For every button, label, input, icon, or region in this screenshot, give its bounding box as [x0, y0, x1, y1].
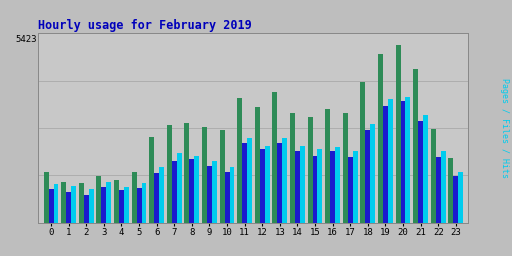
Bar: [436, 157, 441, 223]
Text: Hourly usage for February 2019: Hourly usage for February 2019: [38, 19, 252, 32]
Bar: [278, 143, 282, 223]
Bar: [202, 127, 207, 223]
Bar: [335, 147, 340, 223]
Bar: [61, 182, 66, 223]
Bar: [114, 180, 119, 223]
Bar: [378, 54, 383, 223]
Bar: [137, 188, 141, 223]
Bar: [141, 183, 146, 223]
Bar: [207, 166, 212, 223]
Bar: [400, 101, 406, 223]
Bar: [290, 113, 295, 223]
Bar: [49, 189, 54, 223]
Bar: [370, 124, 375, 223]
Bar: [150, 137, 154, 223]
Bar: [89, 189, 94, 223]
Bar: [260, 150, 265, 223]
Bar: [119, 190, 124, 223]
Bar: [282, 138, 287, 223]
Bar: [220, 130, 225, 223]
Bar: [330, 151, 335, 223]
Bar: [441, 151, 445, 223]
Bar: [79, 183, 84, 223]
Bar: [96, 176, 101, 223]
Bar: [300, 146, 305, 223]
Bar: [272, 92, 278, 223]
Bar: [423, 115, 428, 223]
Bar: [383, 106, 388, 223]
Bar: [212, 161, 217, 223]
Bar: [84, 195, 89, 223]
Bar: [317, 150, 323, 223]
Bar: [132, 172, 137, 223]
Bar: [242, 143, 247, 223]
Bar: [44, 172, 49, 223]
Bar: [325, 109, 330, 223]
Bar: [360, 82, 366, 223]
Bar: [154, 173, 159, 223]
Bar: [312, 156, 317, 223]
Bar: [413, 69, 418, 223]
Bar: [418, 121, 423, 223]
Bar: [388, 99, 393, 223]
Bar: [54, 184, 58, 223]
Bar: [124, 187, 129, 223]
Bar: [101, 187, 106, 223]
Bar: [255, 106, 260, 223]
Bar: [453, 176, 458, 223]
Bar: [195, 156, 199, 223]
Bar: [225, 172, 229, 223]
Bar: [184, 123, 189, 223]
Bar: [172, 161, 177, 223]
Bar: [308, 116, 312, 223]
Bar: [177, 153, 182, 223]
Bar: [265, 146, 270, 223]
Bar: [348, 157, 353, 223]
Bar: [343, 113, 348, 223]
Bar: [247, 138, 252, 223]
Bar: [366, 130, 370, 223]
Bar: [458, 172, 463, 223]
Bar: [71, 186, 76, 223]
Bar: [431, 129, 436, 223]
Bar: [237, 99, 242, 223]
Bar: [167, 125, 172, 223]
Bar: [229, 167, 234, 223]
Bar: [66, 192, 71, 223]
Text: Pages / Files / Hits: Pages / Files / Hits: [500, 78, 509, 178]
Bar: [295, 151, 300, 223]
Bar: [189, 159, 195, 223]
Bar: [106, 182, 111, 223]
Bar: [406, 97, 411, 223]
Bar: [353, 151, 357, 223]
Bar: [159, 167, 164, 223]
Bar: [396, 45, 400, 223]
Bar: [449, 158, 453, 223]
